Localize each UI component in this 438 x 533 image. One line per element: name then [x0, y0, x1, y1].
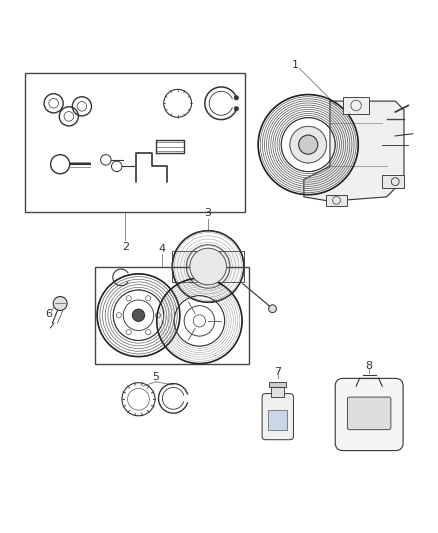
Circle shape	[268, 305, 276, 313]
Text: 3: 3	[205, 208, 212, 219]
FancyBboxPatch shape	[347, 397, 391, 430]
Circle shape	[299, 135, 318, 154]
Circle shape	[132, 309, 145, 321]
Circle shape	[190, 248, 226, 285]
Bar	[268, 410, 287, 430]
Bar	[325, 195, 347, 206]
FancyBboxPatch shape	[262, 393, 293, 440]
Circle shape	[53, 296, 67, 310]
Circle shape	[290, 126, 326, 163]
Bar	[95, 266, 250, 365]
Text: 5: 5	[152, 372, 159, 382]
Text: 4: 4	[159, 244, 166, 254]
Text: 8: 8	[366, 361, 373, 371]
Bar	[173, 251, 244, 282]
Bar	[25, 73, 245, 212]
Circle shape	[358, 402, 380, 424]
Polygon shape	[304, 101, 404, 201]
Bar	[269, 382, 286, 387]
Bar	[343, 97, 369, 114]
Circle shape	[234, 107, 238, 111]
Circle shape	[234, 95, 238, 100]
Text: 6: 6	[45, 309, 52, 319]
FancyBboxPatch shape	[335, 378, 403, 450]
Text: 2: 2	[122, 242, 129, 252]
Text: 1: 1	[292, 60, 299, 70]
Bar	[271, 387, 284, 397]
Text: 7: 7	[274, 367, 281, 377]
Bar	[382, 175, 404, 188]
Circle shape	[190, 248, 226, 285]
